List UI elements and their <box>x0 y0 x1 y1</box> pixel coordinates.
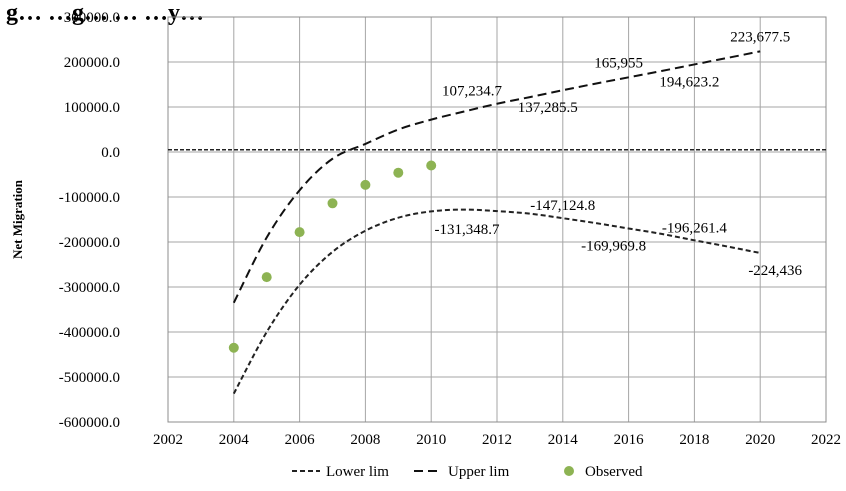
data-label: 194,623.2 <box>659 74 719 90</box>
legend: Lower lim Upper lim Observed <box>292 464 643 480</box>
y-tick-label: 100000.0 <box>64 100 120 116</box>
y-axis-label: Net Migration <box>10 179 25 259</box>
grid <box>167 16 827 423</box>
y-tick-label: -500000.0 <box>59 370 120 386</box>
data-label: 107,234.7 <box>442 84 503 100</box>
legend-label-observed: Observed <box>585 464 643 480</box>
data-label: 223,677.5 <box>730 29 790 45</box>
lower-lim-line <box>232 208 761 395</box>
observed-point <box>393 167 404 178</box>
x-tick-label: 2012 <box>482 432 512 448</box>
series-layer <box>228 50 761 395</box>
x-tick-label: 2020 <box>745 432 775 448</box>
chart-title: g… …g… … …y… <box>6 0 204 26</box>
y-tick-label: -100000.0 <box>59 190 120 206</box>
data-label: 137,285.5 <box>518 100 578 116</box>
data-label: -196,261.4 <box>662 220 727 236</box>
x-tick-label: 2022 <box>811 432 841 448</box>
y-tick-label: 300000.0 <box>64 10 120 26</box>
data-label: -169,969.8 <box>581 238 646 254</box>
y-tick-label: -400000.0 <box>59 325 120 341</box>
y-tick-label: -600000.0 <box>59 415 120 431</box>
x-tick-label: 2016 <box>614 432 645 448</box>
y-tick-label: 200000.0 <box>64 55 120 71</box>
observed-point <box>360 179 371 190</box>
data-label: -147,124.8 <box>530 198 595 214</box>
legend-swatch-observed <box>564 466 574 476</box>
axes: 2002 2004 2006 2008 2010 2012 2014 2016 2018 2020… <box>59 10 841 448</box>
data-label: -224,436 <box>748 263 802 279</box>
y-tick-label: -200000.0 <box>59 235 120 251</box>
chart-title-area: g… …g… … …y… <box>6 0 204 26</box>
upper-lim-line <box>232 50 761 304</box>
legend-label-lower-lim: Lower lim <box>326 464 389 480</box>
observed-point <box>261 272 272 283</box>
x-tick-label: 2008 <box>350 432 380 448</box>
observed-point <box>327 198 338 209</box>
observed-point <box>426 160 437 171</box>
annotations: 223,677.5 165,955 194,623.2 107,234.7 137,28… <box>435 29 803 279</box>
observed-point <box>228 342 239 353</box>
legend-label-upper-lim: Upper lim <box>448 464 510 480</box>
x-tick-label: 2014 <box>548 432 579 448</box>
data-label: 165,955 <box>594 55 643 71</box>
x-tick-label: 2002 <box>153 432 183 448</box>
plot-border <box>167 16 827 423</box>
data-label: -131,348.7 <box>435 222 500 238</box>
x-tick-label: 2010 <box>416 432 446 448</box>
x-tick-label: 2004 <box>219 432 250 448</box>
y-tick-label: -300000.0 <box>59 280 120 296</box>
observed-point <box>294 227 305 238</box>
x-tick-label: 2006 <box>285 432 316 448</box>
x-tick-label: 2018 <box>679 432 709 448</box>
y-tick-label: 0.0 <box>101 145 120 161</box>
